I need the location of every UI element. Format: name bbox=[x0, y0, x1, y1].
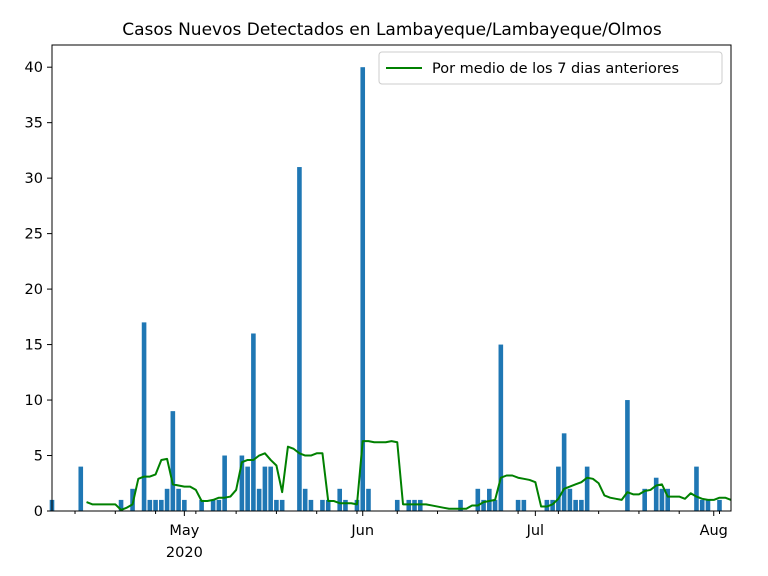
bar bbox=[302, 488, 308, 511]
legend-label: Por medio de los 7 dias anteriores bbox=[432, 61, 679, 77]
bar bbox=[78, 466, 84, 511]
bar bbox=[705, 499, 711, 511]
bar bbox=[406, 499, 412, 511]
bar bbox=[210, 499, 216, 511]
bar bbox=[360, 67, 366, 511]
bar bbox=[325, 499, 331, 511]
bar bbox=[337, 488, 343, 511]
bar bbox=[216, 499, 222, 511]
bar bbox=[268, 466, 273, 511]
moving-average-series bbox=[86, 440, 732, 511]
bar bbox=[245, 466, 250, 511]
legend-box bbox=[378, 51, 723, 85]
y-tick-label: 0 bbox=[34, 504, 43, 520]
y-tick-label: 5 bbox=[34, 449, 43, 465]
bar bbox=[354, 499, 360, 511]
y-tick-label: 25 bbox=[25, 227, 43, 243]
bar bbox=[417, 499, 423, 511]
bar bbox=[159, 499, 164, 511]
bar bbox=[141, 322, 147, 511]
bar bbox=[579, 499, 584, 511]
y-tick-label: 20 bbox=[25, 282, 43, 298]
bar bbox=[475, 488, 481, 511]
bar-series bbox=[49, 67, 722, 512]
bar bbox=[199, 499, 204, 511]
y-tick-label: 35 bbox=[25, 116, 43, 132]
bar bbox=[118, 499, 124, 511]
chart-title: Casos Nuevos Detectados en Lambayeque/La… bbox=[122, 20, 662, 40]
bar bbox=[567, 488, 573, 511]
bar bbox=[366, 488, 371, 511]
bar bbox=[343, 499, 348, 511]
y-tick-label: 15 bbox=[25, 338, 43, 354]
bar bbox=[239, 455, 245, 511]
y-tick-label: 30 bbox=[25, 171, 43, 187]
bar bbox=[164, 488, 170, 511]
bar bbox=[699, 499, 705, 511]
axes: 0 5 10 15 20 25 30 35 40 May 2020 Jun Jul Aug bbox=[25, 44, 732, 561]
bar bbox=[487, 488, 492, 511]
bar bbox=[550, 499, 555, 511]
bar bbox=[694, 466, 699, 511]
bar bbox=[147, 499, 153, 511]
bar bbox=[573, 499, 578, 511]
bar bbox=[458, 499, 463, 511]
plot-background bbox=[52, 45, 731, 511]
bar bbox=[481, 499, 486, 511]
bar bbox=[556, 466, 561, 511]
bar bbox=[274, 499, 279, 511]
bar bbox=[279, 499, 285, 511]
bar bbox=[717, 499, 722, 511]
bar bbox=[521, 499, 527, 511]
bar bbox=[584, 466, 590, 511]
bar bbox=[659, 488, 665, 511]
legend: Por medio de los 7 dias anteriores bbox=[378, 51, 723, 85]
x-tick-year-label: 2020 bbox=[166, 545, 203, 561]
x-tick-label: Jul bbox=[526, 523, 545, 539]
bar bbox=[625, 400, 630, 511]
y-tick-label: 10 bbox=[25, 393, 43, 409]
bar bbox=[665, 488, 670, 511]
bar bbox=[256, 488, 262, 511]
bar bbox=[182, 499, 187, 511]
bar bbox=[262, 466, 268, 511]
bar bbox=[561, 433, 567, 511]
axes-frame bbox=[51, 44, 732, 512]
moving-average-line bbox=[86, 440, 732, 511]
bar bbox=[544, 499, 550, 511]
x-tick-label: Aug bbox=[700, 523, 728, 539]
bar bbox=[170, 411, 176, 511]
bar bbox=[308, 499, 314, 511]
bar bbox=[394, 499, 400, 511]
bar bbox=[222, 455, 227, 511]
bar bbox=[251, 333, 256, 511]
bar bbox=[492, 499, 498, 511]
x-tick-label: Jun bbox=[350, 523, 374, 539]
plot-area bbox=[52, 45, 731, 511]
x-tick-label: May bbox=[169, 523, 199, 539]
bar bbox=[297, 167, 302, 512]
bar bbox=[498, 344, 504, 511]
bar bbox=[153, 499, 158, 511]
y-tick-label: 40 bbox=[25, 60, 43, 76]
bar bbox=[320, 499, 325, 511]
bar bbox=[412, 499, 417, 511]
bar bbox=[515, 499, 521, 511]
bar bbox=[642, 488, 647, 511]
bar bbox=[653, 477, 659, 511]
bar bbox=[176, 488, 181, 511]
